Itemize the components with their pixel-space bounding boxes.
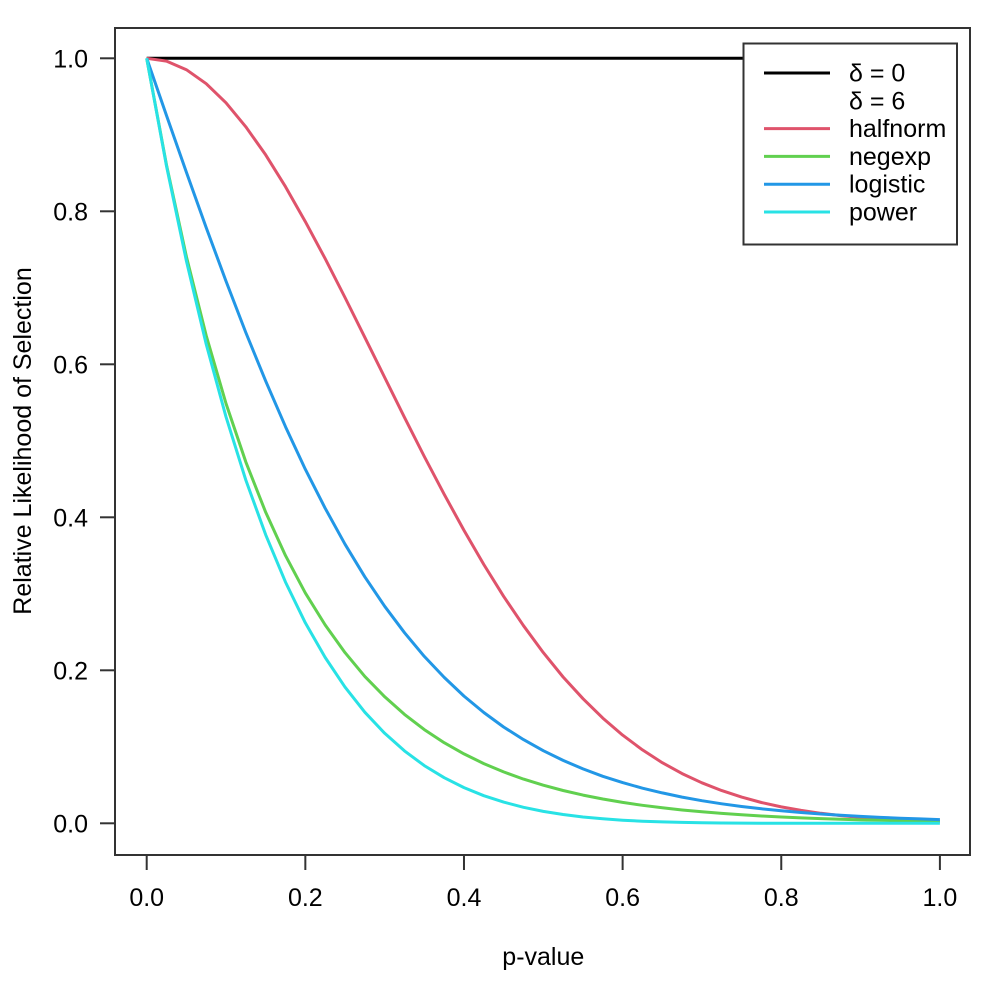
y-axis-tick-label: 0.2 — [53, 657, 88, 685]
curve-halfnorm — [146, 56, 940, 823]
y-axis-tick-label: 0.0 — [53, 810, 88, 838]
curve-logistic — [145, 57, 940, 822]
legend-item: logistic — [764, 171, 925, 199]
legend-item: power — [764, 199, 917, 227]
legend-label: halfnorm — [849, 115, 946, 143]
legend-label: δ = 0 — [849, 60, 905, 88]
legend-label: logistic — [849, 171, 925, 199]
legend-item: δ = 6 — [849, 87, 905, 115]
y-axis-tick-label: 1.0 — [53, 45, 88, 73]
y-axis-tick-label: 0.4 — [53, 504, 88, 532]
legend-label: δ = 6 — [849, 87, 905, 115]
y-axis-title: Relative Likelihood of Selection — [9, 267, 37, 614]
y-axis-tick-label: 0.6 — [53, 351, 88, 379]
axis-titles-layer: p-value Relative Likelihood of Selection — [9, 267, 584, 971]
legend-label: negexp — [849, 143, 931, 171]
x-axis-tick-label: 1.0 — [923, 884, 958, 912]
x-axis-tick-label: 0.2 — [288, 884, 323, 912]
x-axis-tick-label: 0.8 — [764, 884, 799, 912]
x-axis-tick-label: 0.0 — [129, 884, 164, 912]
plot-box — [114, 27, 971, 856]
legend-item: δ = 0 — [764, 60, 905, 88]
y-axis-tick-label: 0.8 — [53, 198, 88, 226]
legend-item: halfnorm — [764, 115, 946, 143]
curve-power — [145, 58, 940, 825]
x-axis-title: p-value — [502, 943, 584, 971]
axes-layer: 0.0 0.2 0.4 0.6 0.8 1.0 0.0 0.2 0.4 0.6 0.8 1.0 — [53, 27, 971, 912]
curve-negexp — [145, 58, 940, 823]
x-axis-tick-label: 0.6 — [605, 884, 640, 912]
legend-item: negexp — [764, 143, 931, 171]
x-axis-tick-label: 0.4 — [447, 884, 482, 912]
legend-label: power — [849, 199, 917, 227]
